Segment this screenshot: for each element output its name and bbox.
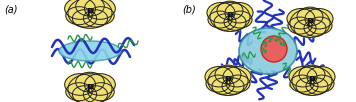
Text: (a): (a)	[4, 4, 17, 14]
Ellipse shape	[299, 65, 325, 84]
Ellipse shape	[307, 67, 335, 87]
Ellipse shape	[290, 9, 330, 37]
Ellipse shape	[207, 3, 235, 23]
Circle shape	[261, 36, 287, 62]
Ellipse shape	[72, 10, 96, 27]
Ellipse shape	[294, 20, 316, 36]
Ellipse shape	[72, 86, 96, 102]
Ellipse shape	[205, 67, 233, 87]
Text: (b): (b)	[182, 4, 196, 14]
Ellipse shape	[305, 9, 333, 29]
Ellipse shape	[76, 0, 104, 16]
Ellipse shape	[310, 75, 334, 92]
Ellipse shape	[288, 17, 312, 34]
Ellipse shape	[59, 41, 121, 61]
Ellipse shape	[225, 3, 253, 23]
Ellipse shape	[206, 75, 230, 92]
Text: P: P	[226, 12, 234, 22]
Ellipse shape	[308, 17, 332, 34]
Ellipse shape	[68, 0, 112, 28]
Ellipse shape	[304, 20, 326, 36]
Text: P: P	[307, 18, 314, 28]
Ellipse shape	[83, 10, 108, 27]
Ellipse shape	[84, 0, 115, 19]
Ellipse shape	[212, 78, 234, 94]
Ellipse shape	[306, 78, 328, 94]
Ellipse shape	[76, 72, 104, 92]
Ellipse shape	[83, 86, 108, 102]
Ellipse shape	[296, 78, 318, 94]
Ellipse shape	[208, 67, 248, 95]
Ellipse shape	[287, 9, 315, 29]
Ellipse shape	[88, 7, 114, 25]
Ellipse shape	[289, 67, 317, 87]
Ellipse shape	[290, 75, 314, 92]
Ellipse shape	[223, 67, 251, 87]
Text: P: P	[87, 8, 94, 18]
Ellipse shape	[224, 14, 246, 30]
Ellipse shape	[292, 67, 332, 95]
Ellipse shape	[84, 74, 115, 95]
Ellipse shape	[222, 78, 244, 94]
Ellipse shape	[217, 1, 243, 20]
Ellipse shape	[228, 11, 252, 28]
Ellipse shape	[215, 65, 241, 84]
Text: P: P	[87, 84, 94, 94]
Ellipse shape	[226, 75, 250, 92]
Ellipse shape	[65, 74, 95, 95]
Ellipse shape	[66, 7, 92, 25]
Text: P: P	[308, 76, 315, 86]
Ellipse shape	[214, 14, 236, 30]
Ellipse shape	[88, 83, 114, 101]
Ellipse shape	[208, 11, 232, 28]
Ellipse shape	[297, 7, 323, 26]
Ellipse shape	[210, 3, 250, 31]
Ellipse shape	[68, 74, 112, 102]
Text: P: P	[224, 76, 231, 86]
Ellipse shape	[239, 28, 297, 74]
Ellipse shape	[65, 0, 95, 19]
Ellipse shape	[66, 83, 92, 101]
